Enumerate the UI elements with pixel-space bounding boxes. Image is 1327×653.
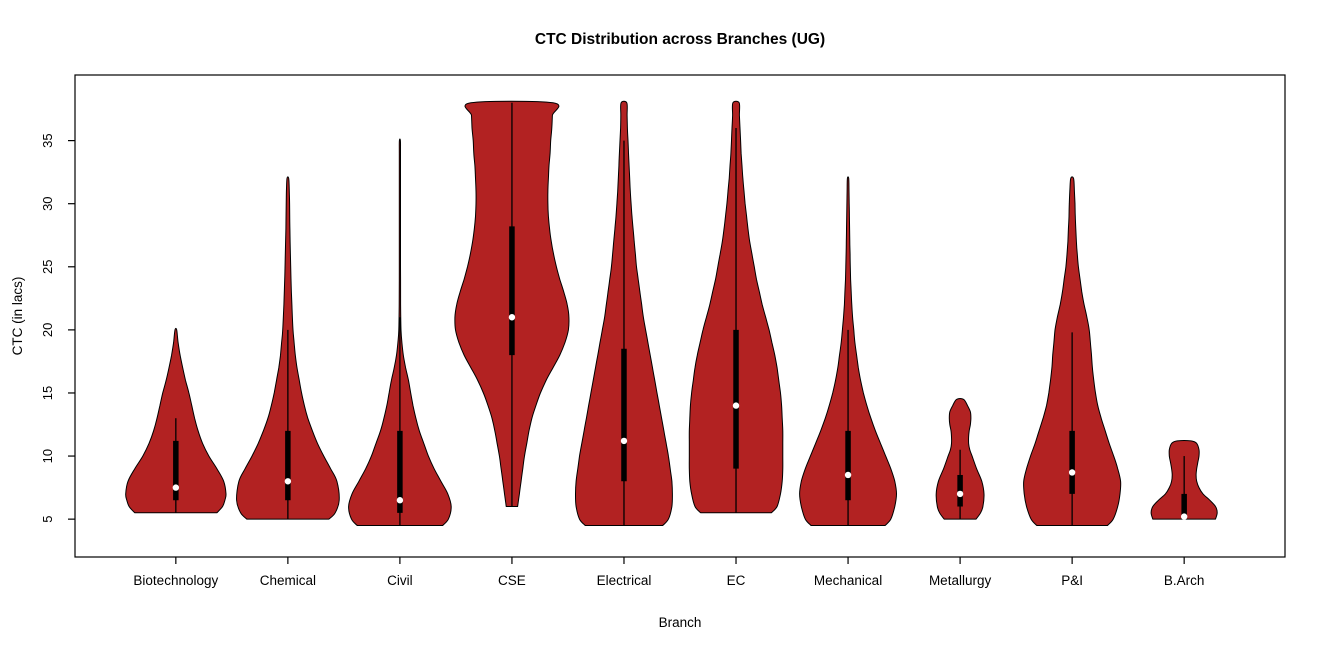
y-tick-label-5: 5	[40, 515, 55, 522]
violin-median-dot-cse	[508, 314, 516, 321]
y-tick-label-15: 15	[40, 386, 55, 400]
x-axis-title: Branch	[659, 615, 702, 630]
x-tick-label-electrical: Electrical	[597, 573, 652, 588]
violin-median-dot-b-arch	[1180, 513, 1188, 520]
x-tick-label-metallurgy: Metallurgy	[929, 573, 992, 588]
x-tick-label-cse: CSE	[498, 573, 526, 588]
violin-median-dot-metallurgy	[956, 490, 964, 498]
y-tick-label-35: 35	[40, 133, 55, 147]
violin-median-dot-p-i	[1068, 469, 1076, 476]
chart-title: CTC Distribution across Branches (UG)	[535, 31, 825, 48]
x-tick-label-biotechnology: Biotechnology	[133, 573, 218, 588]
x-tick-label-civil: Civil	[387, 573, 413, 588]
y-tick-label-30: 30	[40, 196, 55, 210]
y-axis-title: CTC (in lacs)	[10, 277, 25, 356]
violin-median-dot-chemical	[284, 478, 292, 485]
x-tick-label-p-i: P&I	[1061, 573, 1083, 588]
violin-median-dot-ec	[732, 402, 740, 409]
y-tick-label-20: 20	[40, 323, 55, 337]
y-tick-label-10: 10	[40, 449, 55, 463]
x-tick-label-b-arch: B.Arch	[1164, 573, 1205, 588]
violin-median-dot-civil	[396, 497, 404, 504]
violin-median-dot-mechanical	[844, 471, 852, 479]
violin-median-dot-electrical	[620, 437, 628, 445]
x-tick-label-chemical: Chemical	[260, 573, 316, 588]
violin-median-dot-biotechnology	[172, 484, 180, 491]
x-tick-label-mechanical: Mechanical	[814, 573, 882, 588]
y-tick-label-25: 25	[40, 260, 55, 274]
x-tick-label-ec: EC	[727, 573, 746, 588]
plot-generated-content: 5 10 15 20 25 30 35 Biotechnology Chemical Civil C…	[40, 74, 1286, 588]
plot-border	[74, 74, 1286, 558]
